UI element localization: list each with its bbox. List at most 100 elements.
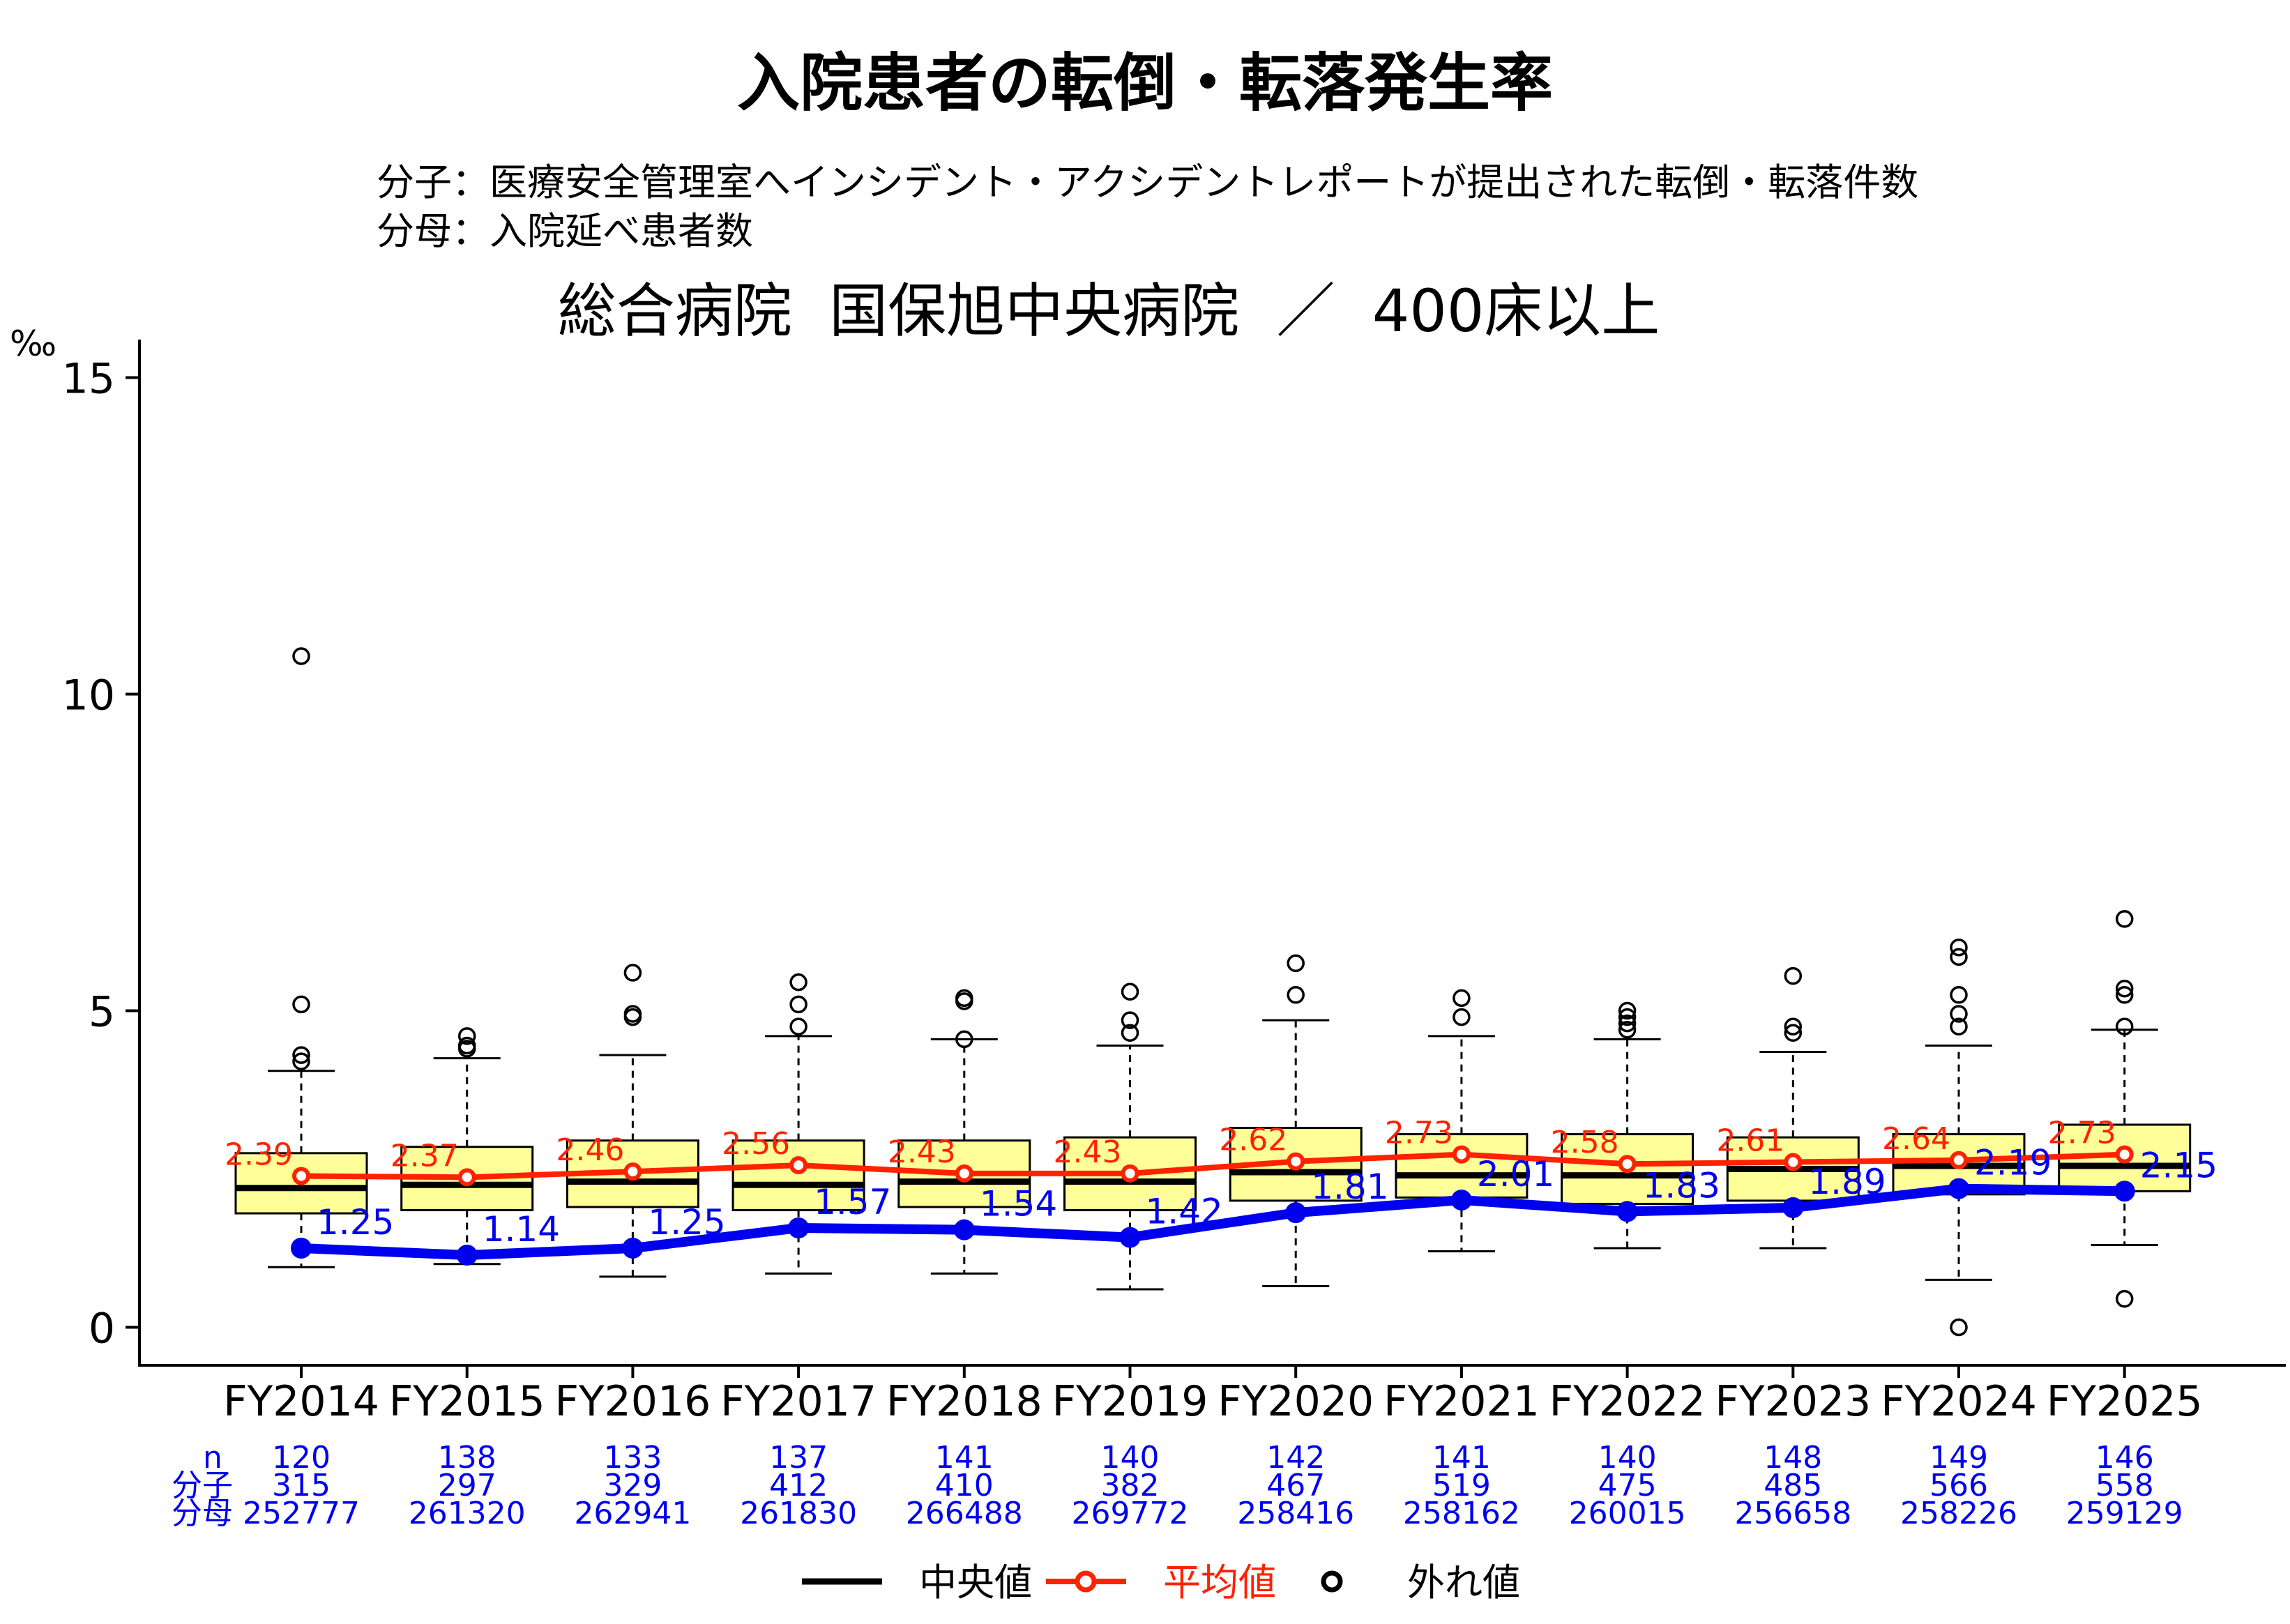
mean-line [301,1151,2125,1181]
mean-label: 2.39 [225,1137,293,1173]
stat-denominator: 259129 [2066,1496,2183,1531]
hospital-point [1119,1227,1141,1248]
mean-point [1121,1164,1139,1183]
outlier-point [292,995,310,1014]
legend-mean-marker [1075,1570,1097,1593]
hospital-point [622,1238,644,1259]
stat-denominator: 258162 [1403,1496,1520,1531]
hospital-point [1616,1201,1638,1222]
stat-denominator: 252777 [243,1496,360,1531]
x-tick-label: FY2023 [1715,1377,1871,1426]
outlier-point [1618,1001,1637,1020]
outlier-point [789,1017,807,1035]
stat-n: 140 [1598,1440,1657,1475]
hospital-label: 2.15 [2140,1145,2217,1185]
stat-n: 142 [1266,1440,1325,1475]
outlier-point [623,964,642,982]
outlier-point [1287,986,1305,1004]
hospital-title: 総合病院 国保旭中央病院 ／ 400床以上 [558,277,1660,345]
stat-numerator: 412 [769,1468,828,1503]
outlier-point [1618,1020,1637,1039]
x-tick-label: FY2021 [1383,1377,1540,1426]
outlier-point [623,1005,642,1023]
y-tick-label: 5 [89,988,115,1037]
hospital-line [301,1183,2125,1261]
mean-point [1950,1151,1968,1169]
outlier-point [2115,986,2134,1004]
box-FY2021 [1395,989,1529,1253]
stat-denominator: 262941 [574,1496,691,1531]
outlier-point [1950,938,1968,957]
outlier-point [457,1036,476,1055]
stat-numerator: 382 [1101,1468,1160,1503]
outlier-point [2115,910,2134,928]
stat-n: 120 [272,1440,331,1475]
stat-n: 137 [769,1440,828,1475]
hospital-label: 1.54 [980,1184,1057,1224]
outlier-point [1950,1005,1968,1023]
x-tick-label: FY2025 [2047,1377,2203,1426]
x-tick-label: FY2015 [389,1377,545,1426]
mean-label: 2.61 [1716,1123,1784,1159]
outlier-point [1784,966,1803,985]
outlier-point [1453,989,1471,1008]
y-tick-label: 15 [62,354,115,403]
hospital-label: 1.81 [1311,1167,1388,1207]
mean-series: 2.39 2.37 2.46 2.56 2.43 2.43 2.62 2.73 2.58 2.61… [225,1116,2134,1187]
hospital-point [1285,1202,1307,1224]
stat-numerator: 485 [1764,1468,1822,1503]
mean-point [457,1168,476,1187]
outlier-point [1784,1017,1803,1035]
mean-label: 2.64 [1882,1121,1950,1157]
x-tick-label: FY2020 [1218,1377,1374,1426]
x-tick-label: FY2017 [720,1377,877,1426]
outlier-point [2115,1289,2134,1308]
legend-mean-label: 平均値 [1163,1561,1276,1604]
stat-denominator: 258416 [1237,1496,1354,1531]
legend: 中央値 平均値 外れ値 [802,1561,1520,1604]
stat-numerator: 475 [1598,1468,1657,1503]
hospital-series: 1.25 1.14 1.25 1.57 1.54 1.42 1.81 2.01 1.83 1.89… [291,1143,2217,1266]
x-tick-label: FY2024 [1881,1377,2037,1426]
stat-denominator: 261320 [409,1496,526,1531]
plot-axes [138,340,2286,1367]
stat-denominator: 260015 [1569,1496,1686,1531]
stat-numerator: 329 [603,1468,662,1503]
hospital-point [456,1245,478,1266]
outlier-point [1950,986,1968,1004]
mean-label: 2.43 [888,1134,956,1170]
stat-denominator: 261830 [740,1496,857,1531]
chart-subtitle-denominator: 分母：入院延べ患者数 [377,209,753,253]
hospital-point [1782,1197,1804,1218]
outlier-point [1121,982,1139,1001]
box-FY2025 [2058,910,2192,1308]
x-tick-label: FY2018 [886,1377,1042,1426]
mean-point [1618,1155,1637,1174]
stat-numerator: 315 [272,1468,331,1503]
outlier-point [1950,948,1968,966]
mean-point [1784,1153,1803,1171]
outlier-point [457,1027,476,1045]
hospital-label: 1.83 [1643,1165,1720,1206]
box-FY2020 [1229,954,1363,1287]
hospital-label: 1.89 [1808,1162,1886,1202]
x-tick-label: FY2019 [1052,1377,1208,1426]
hospital-label: 1.14 [483,1209,560,1250]
hospital-label: 1.42 [1146,1192,1223,1232]
stat-numerator: 410 [935,1468,994,1503]
stats-table: 1203152527771382972613201333292629411374… [243,1440,2183,1531]
stat-denominator: 269772 [1072,1496,1189,1531]
legend-outlier-label: 外れ値 [1407,1561,1520,1604]
stat-n: 141 [1432,1440,1491,1475]
mean-point [955,1164,973,1183]
outlier-point [955,1030,973,1049]
mean-label: 2.73 [1385,1116,1453,1151]
outlier-point [1121,1024,1139,1042]
stat-n: 140 [1101,1440,1160,1475]
y-tick-label: 0 [89,1305,115,1353]
stat-numerator: 297 [438,1468,496,1503]
stat-n: 146 [2095,1440,2154,1475]
chart-subtitle-numerator: 分子：医療安全管理室へインシデント・アクシデントレポートが提出された転倒・転落件… [377,160,1918,204]
stat-numerator: 467 [1266,1468,1325,1503]
stat-denominator: 266488 [906,1496,1023,1531]
